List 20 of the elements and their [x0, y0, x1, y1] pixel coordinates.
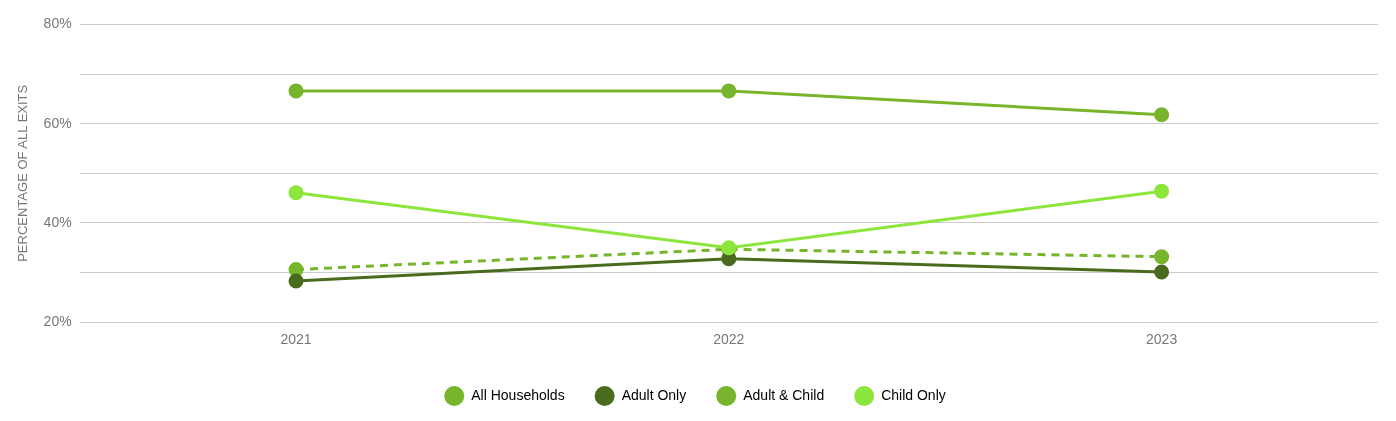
y-axis-title: PERCENTAGE OF ALL EXITS	[15, 84, 31, 262]
point	[1154, 183, 1170, 199]
y-tick-label: 80%	[43, 15, 72, 32]
point	[1154, 249, 1170, 265]
point	[1154, 107, 1170, 123]
point	[288, 273, 304, 289]
legend-label: All Households	[471, 386, 565, 403]
y-tick-label: 40%	[43, 213, 72, 230]
legend-label: Adult & Child	[743, 386, 825, 403]
y-tick-label: 20%	[43, 313, 72, 330]
legend-label: Adult Only	[621, 386, 687, 403]
point	[721, 83, 737, 99]
y-tick-label: 60%	[43, 114, 72, 131]
point	[288, 185, 304, 201]
x-tick-label: 2023	[1146, 331, 1178, 348]
point	[288, 83, 304, 99]
point	[1154, 264, 1170, 280]
x-tick-label: 2021	[280, 331, 312, 348]
x-tick-label: 2022	[713, 331, 745, 348]
legend-label: Child Only	[881, 386, 946, 403]
